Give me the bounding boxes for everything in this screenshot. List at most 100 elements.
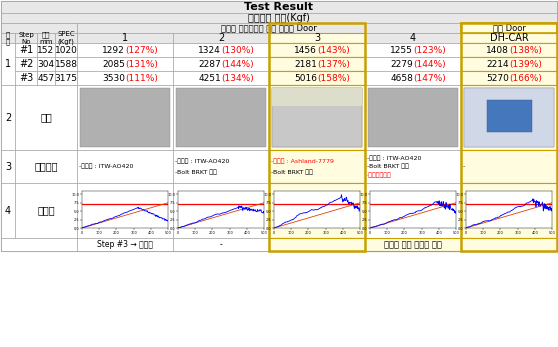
Bar [173,183,269,238]
Text: 304: 304 [37,59,55,68]
Text: 1: 1 [122,33,128,43]
Text: Step
No: Step No [18,32,34,44]
Bar [365,43,461,57]
Text: 1255: 1255 [390,45,413,54]
Text: 1020: 1020 [55,45,78,54]
Text: #3: #3 [19,73,33,83]
Text: -Bolt BRKT 보완: -Bolt BRKT 보완 [367,164,409,169]
Bar [37,57,55,71]
Bar [269,43,365,57]
Text: (158%): (158%) [317,74,350,83]
Text: 5016: 5016 [294,74,317,83]
Bar [77,23,461,33]
Text: (144%): (144%) [413,59,446,68]
Text: -: - [220,240,223,249]
Text: -Bolt BRKT 보완: -Bolt BRKT 보완 [175,169,217,175]
Bar [1,43,15,85]
Text: 3: 3 [5,161,11,171]
Bar [365,71,461,85]
Text: 3175: 3175 [55,74,78,83]
Bar [461,71,557,85]
Bar [173,150,269,183]
Bar [1,1,557,251]
Text: -접착제 : ITW-AO420: -접착제 : ITW-AO420 [175,158,229,164]
Bar [77,238,173,251]
Text: DH-CAR: DH-CAR [489,33,528,43]
Bar [15,183,77,238]
Bar [365,85,461,150]
Text: (144%): (144%) [221,59,254,68]
Bar [1,23,77,33]
Bar [77,33,173,43]
Bar [176,88,266,147]
Text: 4: 4 [5,205,11,215]
Text: -접착제 : ITW-AO420: -접착제 : ITW-AO420 [79,164,133,169]
Bar [269,85,365,150]
Text: 1588: 1588 [55,59,78,68]
Bar [461,57,557,71]
Text: (143%): (143%) [317,45,350,54]
Bar [173,85,269,150]
Text: -Bolt BRKT 보완: -Bolt BRKT 보완 [271,169,313,175]
Bar [269,57,365,71]
Bar [37,43,55,57]
Text: 152: 152 [37,45,55,54]
Bar [77,85,173,150]
Bar [272,88,362,147]
Bar [269,238,557,251]
Text: 1456: 1456 [294,45,317,54]
Text: 유사한 파괴 양상을 보임: 유사한 파괴 양상을 보임 [384,240,442,249]
Text: 2085: 2085 [102,59,125,68]
Text: 2287: 2287 [198,59,221,68]
Text: 2214: 2214 [487,59,509,68]
Bar [461,183,557,238]
Bar [269,33,365,43]
Text: (134%): (134%) [221,74,254,83]
Bar [1,183,15,238]
Bar [461,23,557,251]
Text: 2181: 2181 [294,59,317,68]
Bar [1,33,15,43]
Text: 457: 457 [37,74,55,83]
Text: 2: 2 [218,33,224,43]
Text: 접합사양: 접합사양 [34,161,57,171]
Text: 변위
mm: 변위 mm [39,31,53,45]
Text: (166%): (166%) [509,74,542,83]
Text: #1: #1 [19,45,33,55]
Bar [365,183,461,238]
Text: 형상: 형상 [40,112,52,122]
Bar [173,33,269,43]
Bar [272,88,362,147]
Bar [173,57,269,71]
Text: 5270: 5270 [486,74,509,83]
Text: 중
분: 중 분 [6,31,10,45]
Bar [1,238,77,251]
Text: (111%): (111%) [125,74,158,83]
Text: 2279: 2279 [390,59,413,68]
Bar [173,71,269,85]
Text: 4251: 4251 [198,74,221,83]
Bar [55,43,77,57]
Text: 2: 2 [5,112,11,122]
Bar [365,150,461,183]
Text: 1408: 1408 [486,45,509,54]
Bar [37,71,55,85]
Bar [77,43,173,57]
Bar [365,57,461,71]
Bar [269,150,365,183]
Bar [269,71,365,85]
Text: 엽문강도 시험(Kgf): 엽문강도 시험(Kgf) [248,13,310,23]
Text: 4: 4 [410,33,416,43]
Text: 양산 Door: 양산 Door [493,24,526,33]
Text: (137%): (137%) [317,59,350,68]
Text: (131%): (131%) [125,59,158,68]
Bar [77,71,173,85]
Text: SPEC
(Kgf): SPEC (Kgf) [57,31,75,45]
Bar [15,150,77,183]
Bar [461,23,557,33]
Bar [15,33,37,43]
Bar [173,238,269,251]
Bar [461,43,557,57]
Bar [80,88,170,147]
Text: (138%): (138%) [509,45,542,54]
